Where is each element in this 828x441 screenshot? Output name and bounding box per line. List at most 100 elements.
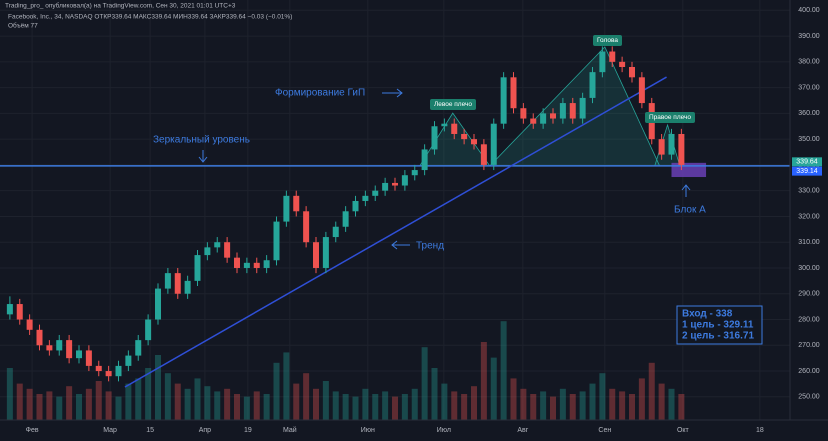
y-tick-label: 350.00 bbox=[798, 136, 820, 143]
candle-body bbox=[303, 211, 310, 243]
volume-bar bbox=[26, 388, 33, 420]
volume-bar bbox=[421, 347, 428, 420]
y-tick-label: 280.00 bbox=[798, 316, 820, 323]
pattern-label: Левое плечо bbox=[434, 101, 472, 108]
volume-bar bbox=[431, 368, 438, 420]
volume-bar bbox=[184, 388, 191, 420]
volume-bar bbox=[322, 381, 329, 420]
volume-bar bbox=[530, 394, 537, 420]
volume-bar bbox=[599, 373, 606, 420]
volume-bar bbox=[174, 383, 181, 420]
trend-line bbox=[124, 76, 667, 388]
volume-bar bbox=[480, 342, 487, 420]
volume-bar bbox=[490, 357, 497, 420]
volume-bar bbox=[352, 396, 359, 420]
candle-body bbox=[76, 350, 82, 359]
y-tick-label: 250.00 bbox=[798, 394, 820, 401]
y-tick-label: 370.00 bbox=[798, 84, 820, 91]
candle-body bbox=[480, 144, 487, 165]
volume-bar bbox=[145, 368, 152, 420]
volume-bar bbox=[303, 373, 310, 420]
candle-body bbox=[629, 66, 635, 78]
block-zone bbox=[671, 162, 707, 178]
volume-bar bbox=[579, 391, 586, 420]
volume-bar bbox=[313, 388, 319, 420]
volume-bar bbox=[56, 396, 63, 420]
candle-body bbox=[678, 133, 685, 165]
volume-bar bbox=[16, 383, 23, 420]
publisher: Trading_pro_ опубликовал(а) на TradingVi… bbox=[5, 2, 236, 10]
volume-bar bbox=[362, 388, 369, 420]
price-label-box bbox=[792, 166, 822, 176]
pattern-label: Правое плечо bbox=[649, 114, 691, 121]
volume-bar bbox=[224, 388, 231, 420]
volume-bar bbox=[638, 378, 645, 420]
candle-body bbox=[105, 371, 112, 377]
candle-body bbox=[579, 97, 586, 119]
volume-bar bbox=[668, 388, 675, 420]
pattern-label-box bbox=[645, 112, 695, 123]
candle-body bbox=[36, 329, 43, 346]
volume-bar bbox=[392, 396, 398, 420]
candle-body bbox=[530, 118, 537, 124]
candle-body bbox=[540, 113, 547, 124]
candle-body bbox=[352, 200, 359, 212]
candle-body bbox=[510, 77, 517, 109]
candles-layer bbox=[6, 46, 685, 382]
candle-body bbox=[125, 355, 132, 366]
chart-title: Facebook, Inc., 34, NASDAQ ОТКР339.64 МА… bbox=[8, 14, 292, 21]
volume-bar bbox=[401, 394, 408, 420]
candle-body bbox=[234, 257, 240, 268]
candle-body bbox=[322, 237, 329, 268]
candle-body bbox=[16, 304, 23, 320]
volume-bar bbox=[411, 388, 418, 420]
info-line: 2 цель - 316.71 bbox=[682, 331, 754, 342]
candle-body bbox=[490, 123, 497, 165]
x-tick-label: Мар bbox=[103, 427, 117, 434]
candle-body bbox=[451, 123, 458, 134]
volume-bar bbox=[559, 388, 566, 420]
y-tick-label: 380.00 bbox=[798, 59, 820, 66]
x-tick-label: Май bbox=[283, 426, 297, 434]
volume-bar bbox=[283, 352, 290, 420]
volume-bar bbox=[658, 383, 665, 420]
y-tick-label: 290.00 bbox=[798, 291, 820, 298]
volume-bar bbox=[372, 394, 379, 420]
candle-body bbox=[6, 304, 13, 315]
info-box bbox=[676, 305, 763, 345]
volume-bar bbox=[194, 378, 201, 420]
candle-body bbox=[26, 319, 33, 330]
price-label: 339.14 bbox=[796, 168, 818, 175]
candle-body bbox=[609, 51, 616, 62]
candle-body bbox=[194, 255, 201, 281]
volume-bar bbox=[214, 391, 221, 420]
candle-body bbox=[263, 260, 270, 268]
annotation: Формирование ГиП bbox=[275, 88, 365, 99]
price-label: 339.64 bbox=[796, 159, 818, 166]
candle-body bbox=[401, 175, 408, 186]
candle-body bbox=[362, 195, 369, 201]
volume-bar bbox=[461, 394, 468, 420]
volume-bar bbox=[253, 391, 260, 420]
candle-body bbox=[599, 51, 606, 73]
candle-body bbox=[66, 340, 73, 359]
price-label-box bbox=[792, 157, 822, 167]
pattern-label: Голова bbox=[597, 37, 618, 44]
volume-bar bbox=[263, 394, 270, 420]
candle-body bbox=[520, 108, 527, 119]
info-line: Вход - 338 bbox=[682, 309, 733, 320]
candle-body bbox=[638, 77, 645, 104]
volume-bar bbox=[569, 394, 576, 420]
candle-body bbox=[559, 103, 566, 119]
y-tick-label: 320.00 bbox=[798, 213, 820, 220]
candle-body bbox=[382, 182, 389, 191]
volume-bar bbox=[66, 386, 73, 420]
volume-bar bbox=[36, 394, 43, 420]
candle-body bbox=[184, 280, 191, 294]
volume-bar bbox=[95, 381, 102, 420]
volume-bar bbox=[243, 396, 250, 420]
y-tick-label: 260.00 bbox=[798, 368, 820, 375]
axes: 250.00 260.00 270.00 280.00 290.00 300.00 310.… bbox=[26, 7, 822, 434]
volume-bar bbox=[342, 394, 349, 420]
volume-bar bbox=[520, 388, 527, 420]
